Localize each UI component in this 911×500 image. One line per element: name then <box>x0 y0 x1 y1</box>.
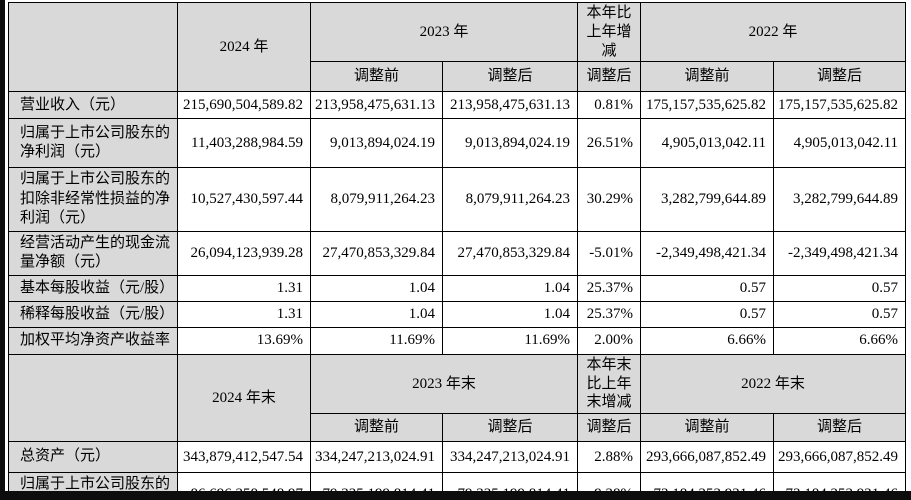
value-cell: 0.57 <box>773 300 907 328</box>
value-cell: 293,666,087,852.49 <box>640 441 775 473</box>
value-cell: 25.37% <box>577 300 642 328</box>
value-cell: 213,958,475,631.13 <box>441 91 579 120</box>
header-2023-eoy-pre: 调整前 <box>310 413 443 442</box>
value-cell: 1.04 <box>441 274 579 302</box>
header-eoy-change-post: 调整后 <box>577 413 642 442</box>
value-cell: 1.31 <box>177 274 311 302</box>
value-cell: 30.29% <box>577 167 642 232</box>
value-cell: 213,958,475,631.13 <box>310 91 443 120</box>
value-cell: 1.04 <box>441 300 579 328</box>
header-2023-eoy: 2023 年末 <box>309 353 579 415</box>
table-row: 基本每股收益（元/股） 1.31 1.04 1.04 25.37% 0.57 0… <box>8 274 907 302</box>
value-cell: 1.04 <box>310 300 443 328</box>
value-cell: 3,282,799,644.89 <box>640 167 775 232</box>
table-row: 营业收入（元） 215,690,504,589.82 213,958,475,6… <box>8 91 907 120</box>
value-cell: 8,079,911,264.23 <box>310 167 443 232</box>
value-cell: 4,905,013,042.11 <box>773 118 907 169</box>
value-cell: 343,879,412,547.54 <box>177 441 311 473</box>
header-2022-post: 调整后 <box>773 61 907 93</box>
value-cell: 9,013,894,024.19 <box>441 118 579 169</box>
value-cell: 11.69% <box>441 326 579 355</box>
corner-cell <box>8 353 178 443</box>
value-cell: 6.66% <box>773 326 907 355</box>
value-cell: 10,527,430,597.44 <box>177 167 311 232</box>
value-cell: -2,349,498,421.34 <box>640 230 775 276</box>
value-cell: 27,470,853,329.84 <box>310 230 443 276</box>
value-cell: 1.31 <box>177 300 311 328</box>
value-cell: 26.51% <box>577 118 642 169</box>
value-cell: 334,247,213,024.91 <box>441 441 579 473</box>
row-label-cell: 总资产（元） <box>8 441 178 473</box>
row-label-cell: 归属于上市公司股东的扣除非经常性损益的净利润（元） <box>8 167 178 232</box>
header-2022-eoy-post: 调整后 <box>773 413 907 442</box>
value-cell: 13.69% <box>177 326 311 355</box>
table-row: 归属于上市公司股东的扣除非经常性损益的净利润（元） 10,527,430,597… <box>8 167 907 232</box>
eoy-header-row-1: 2024 年末 2023 年末 本年末比上年末增减 2022 年末 <box>8 353 907 443</box>
value-cell: 215,690,504,589.82 <box>177 91 311 120</box>
value-cell: 4,905,013,042.11 <box>640 118 775 169</box>
value-cell: 8,079,911,264.23 <box>441 167 579 232</box>
header-2022: 2022 年 <box>640 1 907 63</box>
value-cell: 175,157,535,625.82 <box>773 91 907 120</box>
header-yoy-change: 本年比上年增减 <box>577 1 642 63</box>
table-row: 经营活动产生的现金流量净额（元） 26,094,123,939.28 27,47… <box>8 230 907 276</box>
value-cell: 11.69% <box>310 326 443 355</box>
value-cell: 27,470,853,329.84 <box>441 230 579 276</box>
value-cell: 0.57 <box>773 274 907 302</box>
header-change-post: 调整后 <box>577 61 642 93</box>
row-label-cell: 经营活动产生的现金流量净额（元） <box>8 230 178 276</box>
value-cell: 1.04 <box>310 274 443 302</box>
value-cell: 2.00% <box>577 326 642 355</box>
header-2023-post: 调整后 <box>441 61 579 93</box>
row-label-cell: 归属于上市公司股东的净利润（元） <box>8 118 178 169</box>
row-label-cell: 营业收入（元） <box>8 91 178 120</box>
value-cell: 175,157,535,625.82 <box>640 91 775 120</box>
value-cell: 334,247,213,024.91 <box>310 441 443 473</box>
table-row: 归属于上市公司股东的净利润（元） 11,403,288,984.59 9,013… <box>8 118 907 169</box>
value-cell: -5.01% <box>577 230 642 276</box>
row-label-cell: 基本每股收益（元/股） <box>8 274 178 302</box>
header-eoy-change: 本年末比上年末增减 <box>577 353 642 415</box>
bottom-edge-bar <box>0 491 911 500</box>
value-cell: 25.37% <box>577 274 642 302</box>
value-cell: 0.57 <box>640 300 775 328</box>
value-cell: 2.88% <box>577 441 642 473</box>
left-edge-bar <box>0 0 5 500</box>
value-cell: 9,013,894,024.19 <box>310 118 443 169</box>
value-cell: -2,349,498,421.34 <box>773 230 907 276</box>
header-2024: 2024 年 <box>177 1 311 93</box>
header-2022-eoy-pre: 调整前 <box>640 413 775 442</box>
header-2024-eoy: 2024 年末 <box>177 353 311 443</box>
table-row: 稀释每股收益（元/股） 1.31 1.04 1.04 25.37% 0.57 0… <box>8 300 907 328</box>
header-2022-eoy: 2022 年末 <box>640 353 907 415</box>
annual-header-row-1: 2024 年 2023 年 本年比上年增减 2022 年 <box>8 1 907 93</box>
value-cell: 11,403,288,984.59 <box>177 118 311 169</box>
financial-summary-table: 2024 年 2023 年 本年比上年增减 2022 年 调整前 调整后 调整后… <box>8 1 907 500</box>
header-2023-pre: 调整前 <box>310 61 443 93</box>
value-cell: 293,666,087,852.49 <box>773 441 907 473</box>
corner-cell <box>8 1 178 93</box>
annual-header-row-2: 调整前 调整后 调整后 调整前 调整后 <box>9 61 907 93</box>
table-row: 总资产（元） 343,879,412,547.54 334,247,213,02… <box>8 441 907 473</box>
eoy-header-row-2: 调整前 调整后 调整后 调整前 调整后 <box>9 413 907 442</box>
value-cell: 0.57 <box>640 274 775 302</box>
row-label-cell: 加权平均净资产收益率 <box>8 326 178 355</box>
value-cell: 6.66% <box>640 326 775 355</box>
value-cell: 26,094,123,939.28 <box>177 230 311 276</box>
value-cell: 3,282,799,644.89 <box>773 167 907 232</box>
value-cell: 0.81% <box>577 91 642 120</box>
row-label-cell: 稀释每股收益（元/股） <box>8 300 178 328</box>
header-2022-pre: 调整前 <box>640 61 775 93</box>
header-2023: 2023 年 <box>309 1 579 63</box>
header-2023-eoy-post: 调整后 <box>441 413 579 442</box>
table-row: 加权平均净资产收益率 13.69% 11.69% 11.69% 2.00% 6.… <box>8 326 907 355</box>
